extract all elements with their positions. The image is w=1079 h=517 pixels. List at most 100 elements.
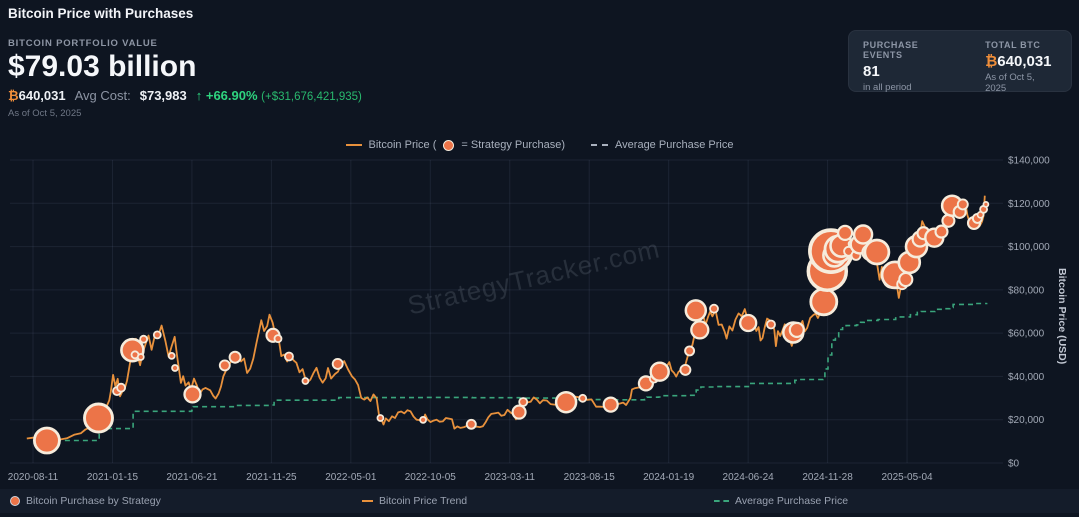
purchase-bubble[interactable]: [331, 357, 344, 370]
page-title: Bitcoin Price with Purchases: [8, 6, 194, 21]
purchase-events-value: 81: [863, 63, 880, 80]
purchase-bubble[interactable]: [376, 414, 385, 422]
purchase-bubble[interactable]: [139, 334, 149, 344]
average-line-swatch-icon: [591, 144, 609, 146]
total-btc-label: TOTAL BTC: [985, 40, 1041, 50]
y-axis-tick-label: $120,000: [1008, 199, 1050, 210]
purchase-bubble[interactable]: [690, 320, 710, 340]
x-axis-tick-label: 2024-01-19: [643, 472, 695, 483]
purchase-bubble[interactable]: [116, 382, 126, 393]
avg-cost-value: $73,983: [139, 88, 187, 103]
as-of-date: As of Oct 5, 2025: [8, 108, 82, 119]
bitcoin-price-chart: $0 $20,000 $40,000 $60,000 $80,000 $100,000 $1…: [8, 156, 1050, 483]
purchase-bubble[interactable]: [766, 319, 776, 330]
x-axis-tick-label: 2021-11-25: [246, 472, 297, 483]
y-axis-tick-label: $20,000: [1008, 415, 1045, 426]
purchase-bubble[interactable]: [836, 224, 854, 242]
average-purchase-price-line: [46, 302, 988, 442]
legend-price-label-suffix: = Strategy Purchase): [461, 139, 566, 151]
purchase-bubble[interactable]: [982, 201, 990, 208]
x-axis-tick-label: 2022-10-05: [405, 472, 457, 483]
x-axis-tick-label: 2024-11-28: [802, 472, 853, 483]
y-axis-tick-label: $0: [1008, 459, 1020, 470]
purchase-bubble[interactable]: [578, 393, 588, 403]
price-line-swatch-icon: [345, 144, 362, 146]
portfolio-value-label: BITCOIN PORTFOLIO VALUE: [8, 38, 158, 49]
x-axis-tick-label: 2022-05-01: [325, 472, 377, 483]
y-axis-title: Bitcoin Price (USD): [1056, 268, 1068, 365]
purchase-bubble[interactable]: [679, 363, 692, 376]
purchase-bubble[interactable]: [136, 353, 145, 361]
purchase-bubble[interactable]: [788, 321, 805, 338]
purchase-dot-icon: [443, 139, 455, 151]
bottom-legend-bar: Bitcoin Purchase by Strategy Bitcoin Pri…: [0, 489, 1079, 513]
purchase-bubble[interactable]: [934, 224, 949, 239]
purchase-bubble[interactable]: [419, 416, 427, 424]
purchase-bubble[interactable]: [511, 404, 527, 420]
portfolio-value: $79.03 billion: [8, 50, 197, 83]
purchase-bubble[interactable]: [301, 377, 310, 385]
purchase-events-label: PURCHASE EVENTS: [863, 40, 919, 60]
purchase-bubble[interactable]: [228, 350, 242, 364]
purchase-dot-icon: [10, 496, 20, 506]
bottom-legend-price: Bitcoin Price Trend: [362, 489, 467, 513]
x-axis-tick-label: 2021-01-15: [87, 472, 139, 483]
btc-symbol-icon: ₿: [985, 53, 998, 70]
purchase-bubble[interactable]: [956, 198, 969, 211]
purchase-bubble[interactable]: [739, 313, 758, 333]
purchase-bubble[interactable]: [554, 390, 578, 414]
purchase-bubble[interactable]: [273, 334, 283, 344]
total-btc-value: ₿640,031: [985, 53, 1052, 70]
x-axis-tick-label: 2020-08-11: [8, 472, 59, 483]
purchase-events-subtext: in all period: [863, 82, 912, 93]
x-axis-tick-label: 2021-06-21: [166, 472, 218, 483]
btc-holdings: ₿640,031: [8, 88, 66, 103]
btc-symbol-icon: ₿: [8, 88, 19, 103]
price-line-swatch-icon: [362, 500, 373, 502]
x-axis-tick-label: 2025-05-04: [881, 472, 933, 483]
bottom-legend-average-label: Average Purchase Price: [735, 495, 849, 507]
purchase-bubble[interactable]: [171, 364, 179, 372]
x-axis-tick-label: 2023-03-11: [485, 472, 536, 483]
purchase-bubble[interactable]: [152, 330, 162, 340]
purchase-bubble[interactable]: [684, 345, 696, 357]
purchase-bubble[interactable]: [709, 303, 719, 314]
purchase-bubble[interactable]: [284, 351, 294, 362]
btc-holdings-value: 640,031: [18, 88, 66, 103]
purchase-bubble[interactable]: [809, 287, 839, 317]
chart-legend: Bitcoin Price ( = Strategy Purchase) Ave…: [0, 139, 1079, 151]
y-axis-tick-label: $80,000: [1008, 285, 1045, 296]
bottom-legend-purchase: Bitcoin Purchase by Strategy: [10, 489, 161, 513]
purchase-bubble[interactable]: [465, 418, 477, 430]
legend-average-label: Average Purchase Price: [615, 139, 734, 151]
y-axis-tick-label: $140,000: [1008, 156, 1050, 167]
purchase-bubble[interactable]: [649, 361, 670, 382]
purchase-bubble[interactable]: [852, 224, 874, 245]
avg-cost-label: Avg Cost:: [74, 88, 131, 103]
purchase-bubble[interactable]: [167, 352, 176, 360]
up-arrow-icon: ↑: [195, 88, 203, 103]
bottom-legend-average: Average Purchase Price: [714, 489, 848, 513]
legend-price-label-prefix: Bitcoin Price (: [368, 139, 437, 151]
y-axis-tick-label: $60,000: [1008, 329, 1045, 340]
bottom-legend-price-label: Bitcoin Price Trend: [379, 495, 468, 507]
gain-absolute: (+$31,676,421,935): [261, 91, 362, 103]
y-axis-tick-label: $100,000: [1008, 242, 1050, 253]
purchase-bubble[interactable]: [518, 397, 529, 407]
purchase-events-column: PURCHASE EVENTS 81 in all period: [863, 40, 959, 93]
purchase-bubble[interactable]: [83, 402, 114, 434]
gain-percent: ↑ +66.90% (+$31,676,421,935): [195, 88, 362, 103]
purchase-bubble[interactable]: [898, 271, 914, 288]
total-btc-subtext: As of Oct 5, 2025: [985, 72, 1035, 94]
purchase-bubble[interactable]: [684, 299, 708, 322]
purchase-bubble[interactable]: [218, 359, 231, 372]
x-axis-tick-label: 2024-06-24: [723, 472, 775, 483]
purchase-bubble[interactable]: [863, 238, 891, 266]
bottom-legend-purchase-label: Bitcoin Purchase by Strategy: [26, 495, 161, 507]
x-axis-tick-label: 2023-08-15: [564, 472, 616, 483]
purchase-bubble[interactable]: [602, 396, 619, 413]
y-axis-tick-label: $40,000: [1008, 372, 1045, 383]
purchase-bubble[interactable]: [183, 385, 202, 404]
purchase-bubble[interactable]: [33, 426, 61, 455]
purchase-stats-box: PURCHASE EVENTS 81 in all period TOTAL B…: [848, 30, 1072, 94]
